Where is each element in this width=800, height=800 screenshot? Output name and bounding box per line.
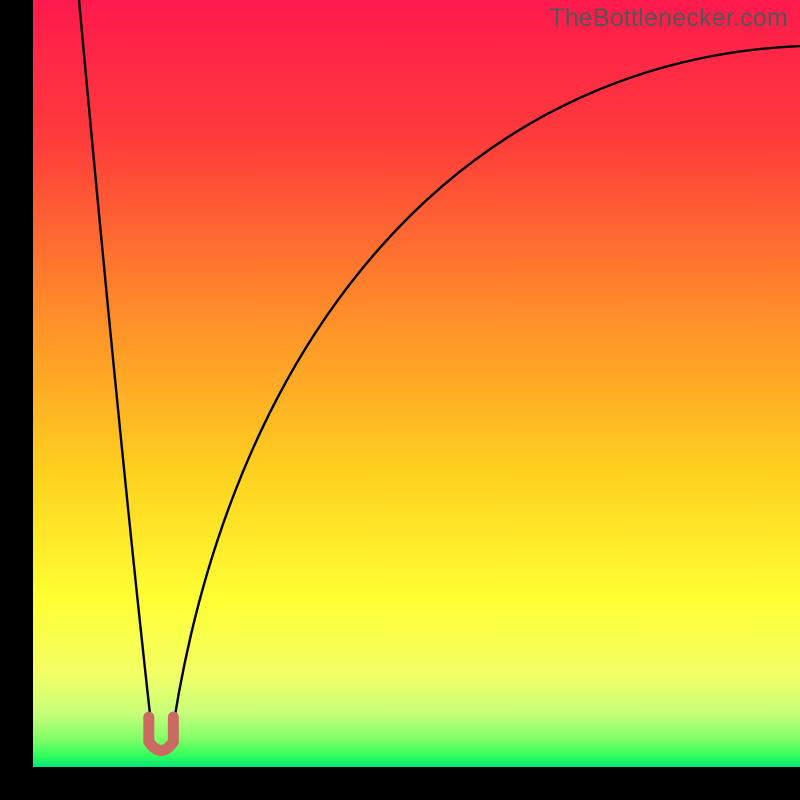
plot-area <box>33 0 800 767</box>
gradient-background <box>33 0 800 767</box>
chart-svg <box>33 0 800 767</box>
watermark-text: TheBottlenecker.com <box>549 4 788 33</box>
